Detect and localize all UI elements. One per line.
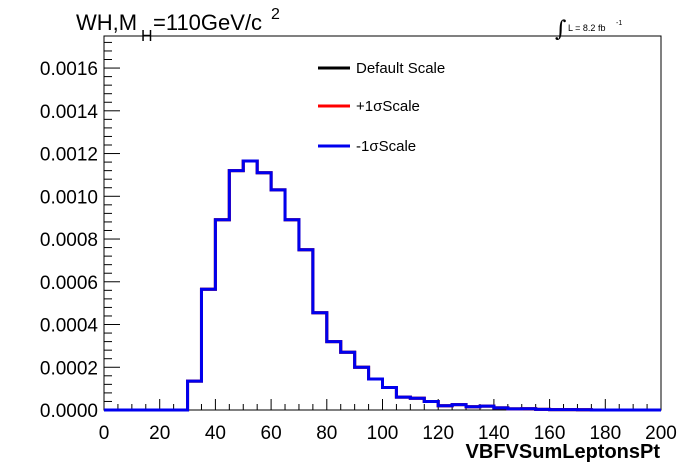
y-tick-label: 0.0006: [40, 273, 98, 294]
series-line-0: [104, 159, 661, 412]
legend-label-2: -1σScale: [356, 138, 416, 155]
x-tick-label: 120: [422, 423, 454, 444]
y-tick-label: 0.0002: [40, 358, 98, 379]
x-tick-label: 160: [534, 423, 566, 444]
x-tick-label: 180: [589, 423, 621, 444]
legend-label-0: Default Scale: [356, 60, 445, 77]
y-tick-label: 0.0014: [40, 102, 99, 123]
y-tick-label: 0.0004: [40, 316, 99, 337]
legend-label-1: +1σScale: [356, 98, 420, 115]
integral-symbol: ∫: [555, 17, 567, 42]
series-line-1: [104, 159, 661, 412]
title-value: =110GeV/c: [153, 10, 262, 35]
plot-frame: [103, 35, 662, 411]
x-tick-label: 80: [316, 423, 337, 444]
x-axis: 0 20 40 60 80 100 120 140 160 180 200: [99, 399, 677, 444]
x-tick-label: 60: [261, 423, 282, 444]
luminosity-label: ∫ L = 8.2 fb -1: [555, 17, 622, 42]
title-superscript: 2: [271, 6, 280, 23]
y-tick-label: 0.0008: [40, 230, 98, 251]
luminosity-superscript: -1: [616, 20, 622, 27]
series-group: [104, 159, 661, 412]
x-tick-label: 20: [149, 423, 170, 444]
title-prefix: WH,M: [76, 10, 137, 35]
x-tick-label: 200: [645, 423, 677, 444]
y-axis: 0.0000 0.0002 0.0004 0.0006 0.0008 0.0010 0.00…: [40, 41, 120, 422]
x-tick-label: 140: [478, 423, 510, 444]
luminosity-text: L = 8.2 fb: [568, 23, 605, 33]
plot-area-border: [103, 35, 662, 411]
y-tick-label: 0.0010: [40, 187, 98, 208]
title-subscript: H: [141, 28, 153, 45]
x-axis-title: VBFVSumLeptonsPt: [466, 441, 661, 463]
legend: Default Scale +1σScale -1σScale: [318, 60, 445, 155]
y-tick-label: 0.0012: [40, 145, 98, 166]
y-tick-label: 0.0016: [40, 59, 98, 80]
x-tick-label: 0: [99, 423, 110, 444]
y-tick-label: 0.0000: [40, 401, 98, 422]
x-tick-label: 40: [205, 423, 226, 444]
chart-title: WH,M H =110GeV/c 2: [76, 6, 280, 45]
x-tick-label: 100: [367, 423, 399, 444]
series-line-2: [104, 159, 661, 412]
